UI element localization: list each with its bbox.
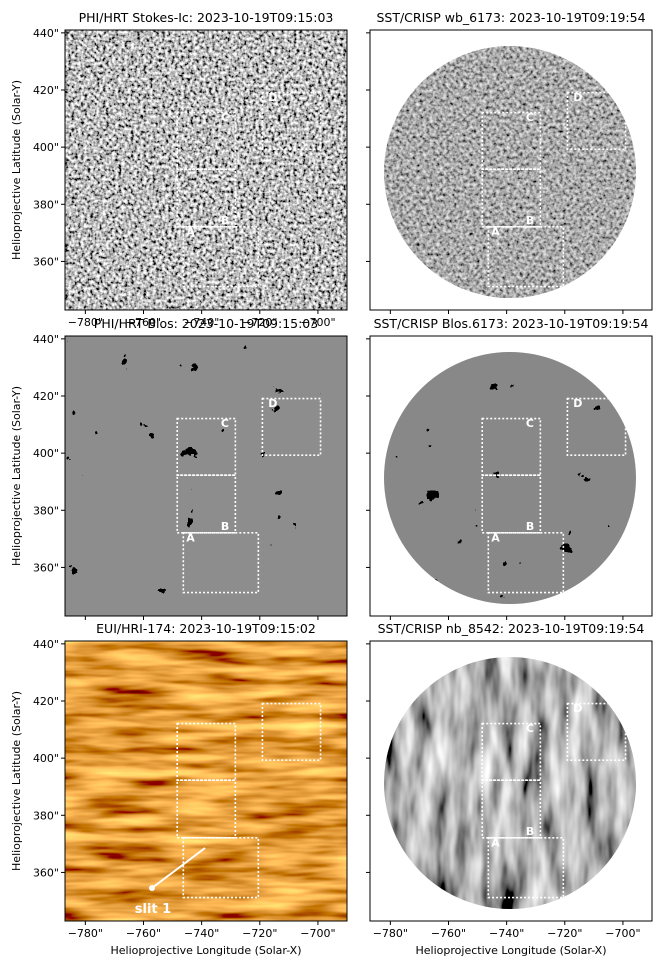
flux-patches — [370, 336, 652, 616]
region-label: B — [221, 520, 229, 533]
panel: A B C D PHI/HRT Stokes-Ic: 2023-10-19T09:15:… — [10, 10, 347, 329]
fibrils — [370, 641, 652, 921]
region-label: A — [491, 225, 500, 238]
flux-patches — [65, 336, 347, 616]
granulation — [65, 30, 347, 310]
y-tick-label: 440" — [33, 27, 59, 40]
region-label: B — [221, 214, 229, 227]
region-label: C — [526, 722, 534, 735]
region-label: B — [526, 520, 534, 533]
x-tick-label: −720" — [547, 927, 582, 940]
y-tick-label: 400" — [33, 752, 59, 765]
image — [370, 336, 652, 616]
panel: A B C D SST/CRISP Blos.6173: 2023-10-19T09:1… — [366, 316, 652, 620]
x-tick-label: −700" — [605, 927, 640, 940]
x-tick-label: −780" — [68, 927, 103, 940]
region-label: D — [573, 397, 582, 410]
x-tick-label: −740" — [489, 927, 524, 940]
y-tick-label: 400" — [33, 141, 59, 154]
region-label: A — [186, 531, 195, 544]
region-label: C — [526, 111, 534, 124]
region-label: C — [221, 111, 229, 124]
region-label: C — [221, 417, 229, 430]
slit-end — [149, 885, 155, 891]
x-tick-label: −720" — [242, 927, 277, 940]
y-tick-label: 360" — [33, 866, 59, 879]
panel: A B C D PHI/HRT Blos: 2023-10-19T09:15:03 360… — [10, 316, 347, 620]
image — [65, 336, 347, 616]
y-axis-label: Helioprojective Latitude (Solar-Y) — [10, 80, 23, 260]
panel: A B C D SST/CRISP wb_6173: 2023-10-19T09:19:… — [366, 10, 652, 314]
region-label: D — [573, 91, 582, 104]
region-label: D — [268, 91, 277, 104]
loops — [65, 641, 347, 921]
y-tick-label: 420" — [33, 695, 59, 708]
y-tick-label: 380" — [33, 809, 59, 822]
region-label: A — [491, 836, 500, 849]
image — [370, 641, 652, 921]
image — [65, 30, 347, 310]
region-label: B — [526, 214, 534, 227]
region-label: A — [491, 531, 500, 544]
region-label: B — [526, 825, 534, 838]
x-axis-label: Helioprojective Longitude (Solar-X) — [416, 944, 607, 957]
y-axis-label: Helioprojective Latitude (Solar-Y) — [10, 386, 23, 566]
granulation — [370, 30, 652, 310]
y-axis-label: Helioprojective Latitude (Solar-Y) — [10, 691, 23, 871]
y-tick-label: 400" — [33, 447, 59, 460]
x-tick-label: −780" — [373, 927, 408, 940]
region-label: D — [573, 702, 582, 715]
region-label: D — [268, 397, 277, 410]
x-tick-label: −760" — [431, 927, 466, 940]
panel: slit 1 EUI/HRI-174: 2023-10-19T09:15:02 −7… — [10, 621, 347, 957]
panel-title: EUI/HRI-174: 2023-10-19T09:15:02 — [96, 621, 316, 636]
y-tick-label: 380" — [33, 504, 59, 517]
annotation: slit 1 — [135, 902, 171, 917]
image — [370, 30, 652, 310]
figure: A B C D PHI/HRT Stokes-Ic: 2023-10-19T09:15:… — [0, 0, 661, 960]
panel-title: SST/CRISP wb_6173: 2023-10-19T09:19:54 — [376, 10, 645, 25]
y-tick-label: 440" — [33, 333, 59, 346]
y-tick-label: 420" — [33, 84, 59, 97]
panel: A B C D SST/CRISP nb_8542: 2023-10-19T09:19:… — [366, 621, 652, 957]
y-tick-label: 380" — [33, 198, 59, 211]
panel-title: PHI/HRT Blos: 2023-10-19T09:15:03 — [94, 316, 318, 331]
y-tick-label: 360" — [33, 561, 59, 574]
x-tick-label: −700" — [300, 927, 335, 940]
x-axis-label: Helioprojective Longitude (Solar-X) — [111, 944, 302, 957]
region-label: A — [186, 225, 195, 238]
region-label: C — [526, 417, 534, 430]
x-tick-label: −740" — [184, 927, 219, 940]
y-tick-label: 440" — [33, 638, 59, 651]
y-tick-label: 360" — [33, 255, 59, 268]
panel-title: SST/CRISP Blos.6173: 2023-10-19T09:19:54 — [374, 316, 649, 331]
y-tick-label: 420" — [33, 390, 59, 403]
panel-title: PHI/HRT Stokes-Ic: 2023-10-19T09:15:03 — [79, 10, 334, 25]
x-tick-label: −760" — [126, 927, 161, 940]
image — [65, 641, 347, 921]
panel-title: SST/CRISP nb_8542: 2023-10-19T09:19:54 — [378, 621, 645, 636]
